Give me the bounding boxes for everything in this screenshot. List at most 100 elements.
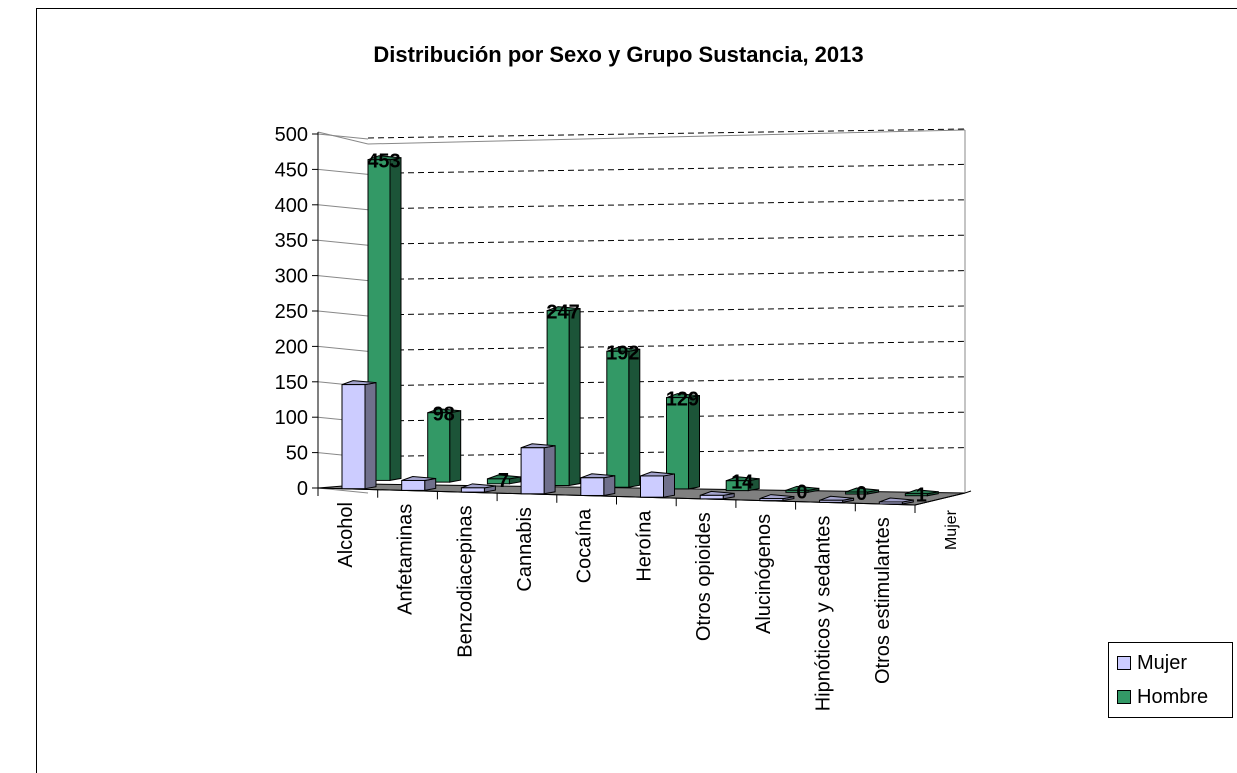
bar-mujer	[460, 483, 496, 493]
chart-title: Distribución por Sexo y Grupo Sustancia,…	[373, 42, 864, 67]
bar-mujer-side	[543, 445, 556, 495]
back-wall-top	[367, 129, 966, 145]
bar-mujer	[878, 497, 914, 505]
bar-mujer	[520, 443, 556, 495]
bar-mujer-front	[580, 477, 605, 496]
x-tick-label: Alcohol	[335, 502, 357, 568]
back-wall-top-left	[317, 131, 369, 145]
data-label-hombre: 129	[666, 389, 699, 411]
gridline-side	[317, 204, 369, 211]
bar-hombre	[606, 346, 641, 488]
bar-mujer-front	[759, 498, 784, 502]
y-tick-label: 450	[275, 159, 308, 181]
bar-hombre	[546, 306, 581, 487]
depth-axis-label: Mujer	[943, 509, 960, 550]
bar-hombre-front	[546, 310, 570, 487]
bar-mujer	[580, 473, 616, 497]
bar-mujer-front	[520, 447, 545, 495]
legend-swatch-mujer	[1117, 656, 1131, 670]
gridline-side	[317, 345, 369, 352]
data-label-hombre: 0	[796, 481, 807, 503]
bar-mujer-top	[461, 483, 496, 489]
gridline-side	[317, 310, 369, 317]
bar-mujer-front	[401, 479, 426, 491]
y-tick-label: 100	[275, 407, 308, 429]
gridline-side	[317, 275, 369, 282]
data-label-hombre: 192	[606, 342, 639, 364]
bar-hombre	[666, 393, 700, 490]
gridline-side	[317, 133, 369, 140]
x-tick-label: Otros opioides	[693, 512, 715, 641]
bar-hombre	[904, 489, 939, 497]
legend: Mujer Hombre	[1108, 642, 1233, 718]
bar-hombre	[427, 408, 462, 483]
data-label-hombre: 7	[498, 470, 509, 492]
data-label-hombre: 1	[916, 485, 927, 507]
bar-mujer-front	[878, 501, 903, 505]
bar-mujer	[759, 494, 795, 502]
gridline	[367, 270, 966, 281]
bar-mujer-front	[460, 487, 485, 493]
gridline	[367, 340, 966, 351]
bar-hombre-front	[427, 412, 451, 483]
bar-hombre-front	[606, 350, 630, 488]
bar-hombre-front	[486, 478, 510, 485]
bar-hombre-side	[628, 348, 641, 488]
data-label-hombre: 98	[433, 404, 455, 426]
data-label-hombre: 0	[856, 483, 867, 505]
x-tick-label: Anfetaminas	[395, 504, 417, 615]
y-tick-label: 0	[297, 478, 308, 500]
y-tick-label: 50	[286, 443, 308, 465]
y-tick-label: 250	[275, 301, 308, 323]
bar-hombre-front	[904, 493, 928, 497]
gridline	[367, 234, 966, 245]
bar-hombre	[785, 485, 820, 493]
gridline	[367, 199, 966, 210]
bar-mujer-side	[603, 475, 616, 497]
bar-hombre	[725, 476, 760, 492]
bar-mujer	[341, 380, 377, 490]
bar-hombre-front	[785, 489, 809, 493]
bar-hombre-front	[845, 491, 869, 495]
bar-mujer-side	[663, 473, 675, 498]
y-tick-label: 500	[275, 124, 308, 146]
x-tick-label: Otros estimulantes	[872, 517, 894, 684]
legend-label-mujer: Mujer	[1137, 651, 1188, 674]
bar-mujer	[819, 495, 855, 503]
gridline-side	[317, 239, 369, 246]
y-tick-label: 400	[275, 195, 308, 217]
data-label-hombre: 14	[731, 472, 754, 494]
bar-mujer-side	[364, 382, 377, 490]
legend-item-hombre: Hombre	[1117, 683, 1208, 711]
bar-hombre	[486, 474, 521, 485]
gridline-side	[317, 487, 369, 494]
bar-hombre	[845, 487, 880, 495]
gridline	[367, 376, 966, 387]
data-label-hombre: 453	[367, 151, 400, 173]
x-tick-label: Cocaína	[574, 508, 596, 583]
depth-axis-line	[914, 492, 966, 506]
bar-mujer	[699, 490, 735, 500]
bar-mujer-front	[341, 384, 366, 490]
depth-tick-mark	[964, 490, 972, 494]
data-label-hombre: 247	[546, 302, 579, 324]
legend-item-mujer: Mujer	[1117, 649, 1187, 677]
chart-area	[36, 8, 1237, 773]
x-tick-label: Heroína	[633, 510, 655, 582]
bar-hombre-side	[389, 157, 402, 482]
legend-label-hombre: Hombre	[1137, 685, 1209, 708]
bar-mujer-front	[819, 499, 844, 503]
bar-mujer	[401, 475, 437, 491]
y-tick-label: 350	[275, 230, 308, 252]
x-tick-label: Benzodiacepinas	[454, 505, 476, 657]
y-tick-label: 200	[275, 336, 308, 358]
bar-hombre-front	[666, 397, 689, 490]
x-tick-label: Cannabis	[514, 507, 536, 592]
y-tick-label: 150	[275, 372, 308, 394]
gridline	[367, 305, 966, 316]
bar-hombre-side	[568, 308, 581, 487]
legend-swatch-hombre	[1117, 690, 1131, 704]
x-tick-label: Hipnóticos y sedantes	[812, 516, 834, 712]
gridline	[367, 163, 966, 174]
